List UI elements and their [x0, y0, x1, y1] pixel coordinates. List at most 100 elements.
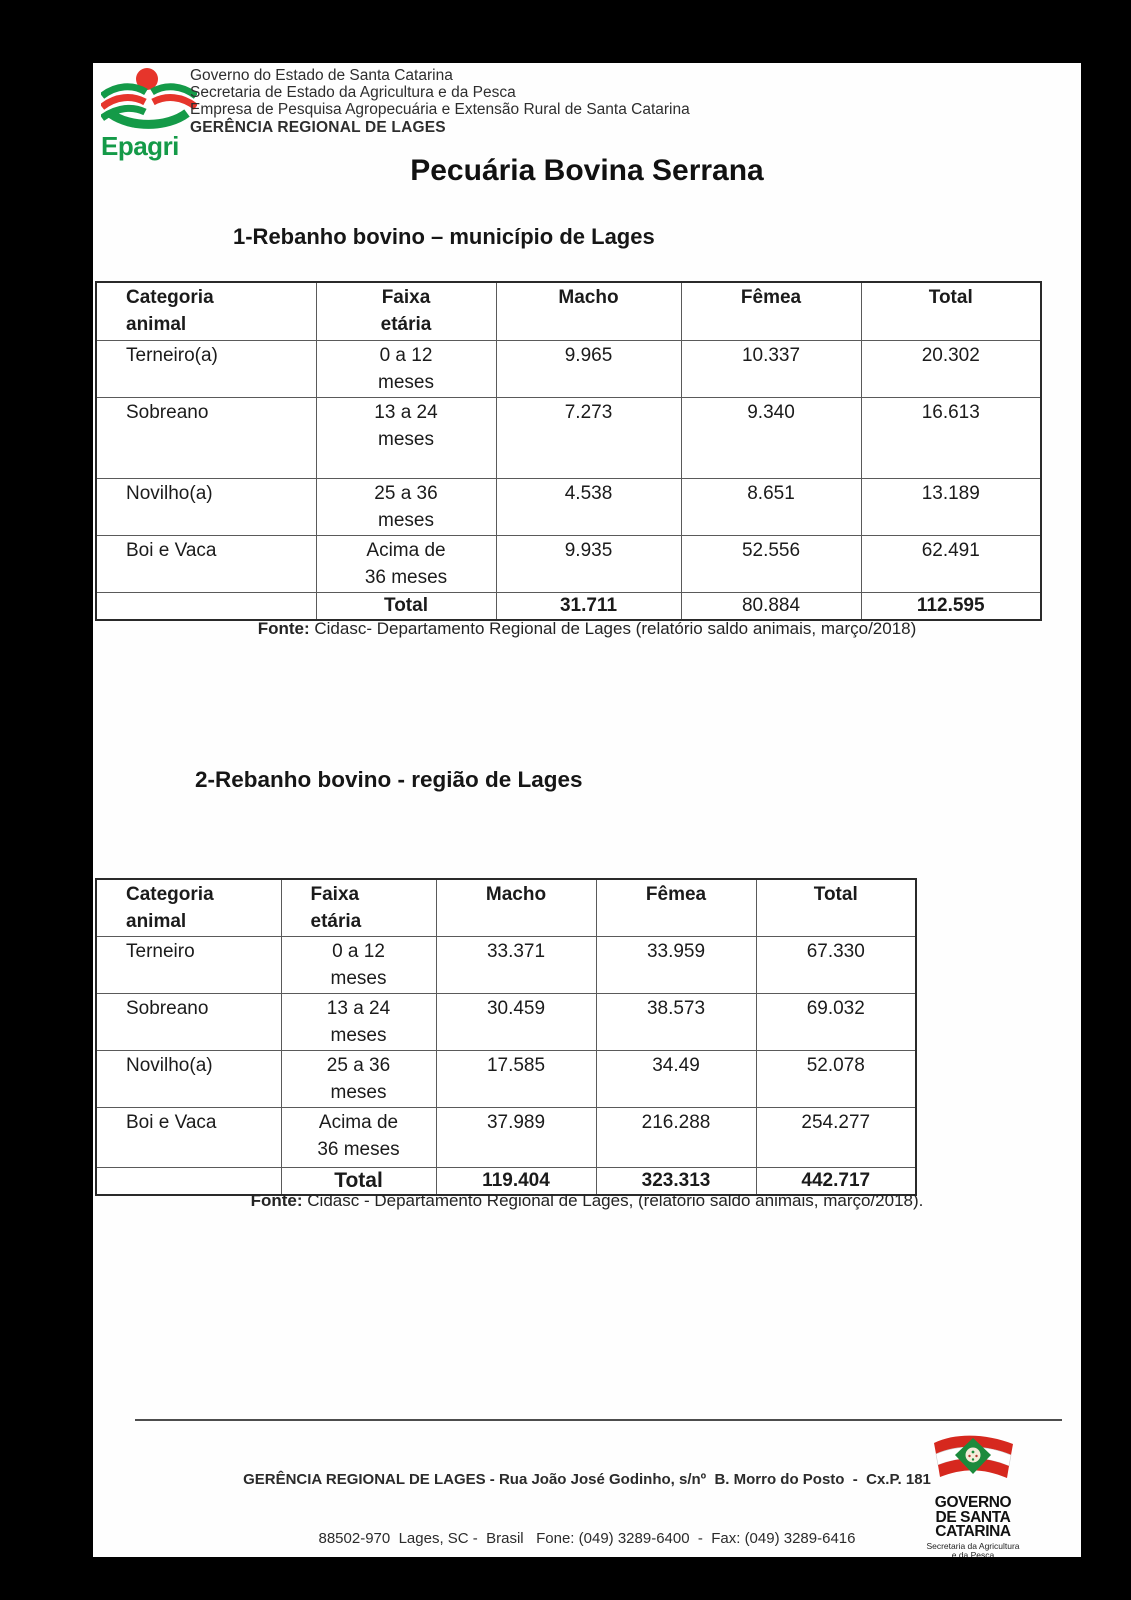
table-cell: Sobreano [95, 993, 282, 1051]
letterhead: Governo do Estado de Santa Catarina Secr… [190, 67, 690, 136]
column-header: Fêmea [595, 878, 757, 937]
table-cell: 37.989 [435, 1107, 597, 1168]
document-page: Epagri Governo do Estado de Santa Catari… [93, 63, 1081, 1557]
table-row: Boi e Vaca Acima de 36 meses 37.989 216.… [95, 1107, 917, 1168]
letterhead-line-3: Empresa de Pesquisa Agropecuária e Exten… [190, 101, 690, 119]
table-row: Sobreano 13 a 24 meses 7.273 9.340 16.61… [95, 396, 1042, 479]
table-header-row: Categoria animal Faixa etária Macho Fême… [95, 878, 917, 937]
table-cell [95, 591, 317, 621]
table-cell: 20.302 [860, 339, 1042, 398]
footer-divider [135, 1419, 1062, 1421]
table-header-row: Categoria animal Faixa etária Macho Fême… [95, 281, 1042, 341]
table-cell: 52.556 [680, 534, 862, 593]
column-header: Faixa etária [280, 878, 437, 937]
table-cell: Acima de 36 meses [315, 534, 497, 593]
fonte-text: Cidasc - Departamento Regional de Lages,… [302, 1191, 924, 1210]
table-cell: 69.032 [755, 993, 917, 1051]
table-cell: 112.595 [860, 591, 1042, 621]
fonte-text: Cidasc- Departamento Regional de Lages (… [309, 619, 917, 638]
table-cell: 52.078 [755, 1050, 917, 1108]
table-row: Terneiro(a) 0 a 12 meses 9.965 10.337 20… [95, 339, 1042, 398]
sc-flag-icon [934, 1435, 1013, 1478]
column-header: Categoria animal [95, 281, 317, 341]
footer-address-block: GERÊNCIA REGIONAL DE LAGES - Rua João Jo… [93, 1431, 1081, 1557]
table-cell: 25 a 36 meses [280, 1050, 437, 1108]
table-cell: 80.884 [680, 591, 862, 621]
column-header: Fêmea [680, 281, 862, 341]
column-header: Macho [435, 878, 597, 937]
table-cell: 13 a 24 meses [280, 993, 437, 1051]
table-cell: Total [315, 591, 497, 621]
table-cell: 13 a 24 meses [315, 396, 497, 479]
epagri-logo-icon [99, 68, 199, 129]
table-cell: 38.573 [595, 993, 757, 1051]
table-cell: 216.288 [595, 1107, 757, 1168]
table-cell: 0 a 12 meses [315, 339, 497, 398]
table-cell: 31.711 [495, 591, 682, 621]
table-cell: Novilho(a) [95, 477, 317, 536]
table-cell: 323.313 [595, 1167, 757, 1196]
herd-table-municipio: Categoria animal Faixa etária Macho Fême… [95, 281, 1042, 621]
table-cell: Total [280, 1167, 437, 1196]
table-cell: 9.935 [495, 534, 682, 593]
table-cell: 9.965 [495, 339, 682, 398]
table-row: Sobreano 13 a 24 meses 30.459 38.573 69.… [95, 993, 917, 1051]
table-cell: 13.189 [860, 477, 1042, 536]
table-cell: Terneiro [95, 936, 282, 994]
table-cell: 7.273 [495, 396, 682, 479]
table-cell: 34.49 [595, 1050, 757, 1108]
letterhead-line-2: Secretaria de Estado da Agricultura e da… [190, 84, 516, 102]
table-cell: 17.585 [435, 1050, 597, 1108]
column-header: Faixa etária [315, 281, 497, 341]
table-row: Novilho(a) 25 a 36 meses 4.538 8.651 13.… [95, 477, 1042, 536]
table-total-row: Total 119.404 323.313 442.717 [95, 1167, 917, 1196]
table-cell: 9.340 [680, 396, 862, 479]
letterhead-line-4: GERÊNCIA REGIONAL DE LAGES [190, 118, 446, 136]
table-total-row: Total 31.711 80.884 112.595 [95, 591, 1042, 621]
table-row: Novilho(a) 25 a 36 meses 17.585 34.49 52… [95, 1050, 917, 1108]
column-header: Macho [495, 281, 682, 341]
table-cell: 0 a 12 meses [280, 936, 437, 994]
table-cell: Sobreano [95, 396, 317, 479]
section1-heading: 1-Rebanho bovino – município de Lages [233, 224, 655, 249]
table-cell: Acima de 36 meses [280, 1107, 437, 1168]
table-cell: 442.717 [755, 1167, 917, 1196]
table-cell: 25 a 36 meses [315, 477, 497, 536]
table-cell: 16.613 [860, 396, 1042, 479]
section2-heading: 2-Rebanho bovino - região de Lages [195, 767, 583, 792]
herd-table-regiao: Categoria animal Faixa etária Macho Fême… [95, 878, 917, 1196]
table-cell: 10.337 [680, 339, 862, 398]
fonte-label: Fonte: [257, 619, 310, 638]
table-cell: 62.491 [860, 534, 1042, 593]
governo-wordmark: GOVERNO DE SANTA CATARINA [934, 1494, 1012, 1540]
table-cell: 4.538 [495, 477, 682, 536]
column-header: Categoria animal [95, 878, 282, 937]
page-title: Pecuária Bovina Serrana [410, 154, 764, 187]
table-cell: 119.404 [435, 1167, 597, 1196]
table-cell: 67.330 [755, 936, 917, 994]
fonte-note-1: Fonte: Cidasc- Departamento Regional de … [93, 619, 1081, 639]
epagri-logo: Epagri [99, 67, 199, 162]
secretaria-caption: Secretaria da Agricultura e da Pesca [926, 1540, 1020, 1557]
fonte-label: Fonte: [250, 1191, 303, 1210]
epagri-wordmark: Epagri [101, 131, 179, 161]
column-header: Total [755, 878, 917, 937]
table-row: Boi e Vaca Acima de 36 meses 9.935 52.55… [95, 534, 1042, 593]
table-cell: Boi e Vaca [95, 534, 317, 593]
footer-address-line-2: 88502-970 Lages, SC - Brasil Fone: (049)… [318, 1529, 856, 1547]
sc-government-logo: GOVERNO DE SANTA CATARINA Secretaria da … [926, 1431, 1020, 1557]
table-cell: Novilho(a) [95, 1050, 282, 1108]
table-cell: 33.959 [595, 936, 757, 994]
table-cell: Boi e Vaca [95, 1107, 282, 1168]
column-header: Total [860, 281, 1042, 341]
footer-address-line-1: GERÊNCIA REGIONAL DE LAGES - Rua João Jo… [243, 1471, 931, 1488]
table-row: Terneiro 0 a 12 meses 33.371 33.959 67.3… [95, 936, 917, 994]
table-cell: 30.459 [435, 993, 597, 1051]
table-cell: 8.651 [680, 477, 862, 536]
table-cell: 33.371 [435, 936, 597, 994]
table-cell: 254.277 [755, 1107, 917, 1168]
fonte-note-2: Fonte: Cidasc - Departamento Regional de… [93, 1191, 1081, 1211]
table-cell: Terneiro(a) [95, 339, 317, 398]
letterhead-line-1: Governo do Estado de Santa Catarina [190, 67, 453, 84]
